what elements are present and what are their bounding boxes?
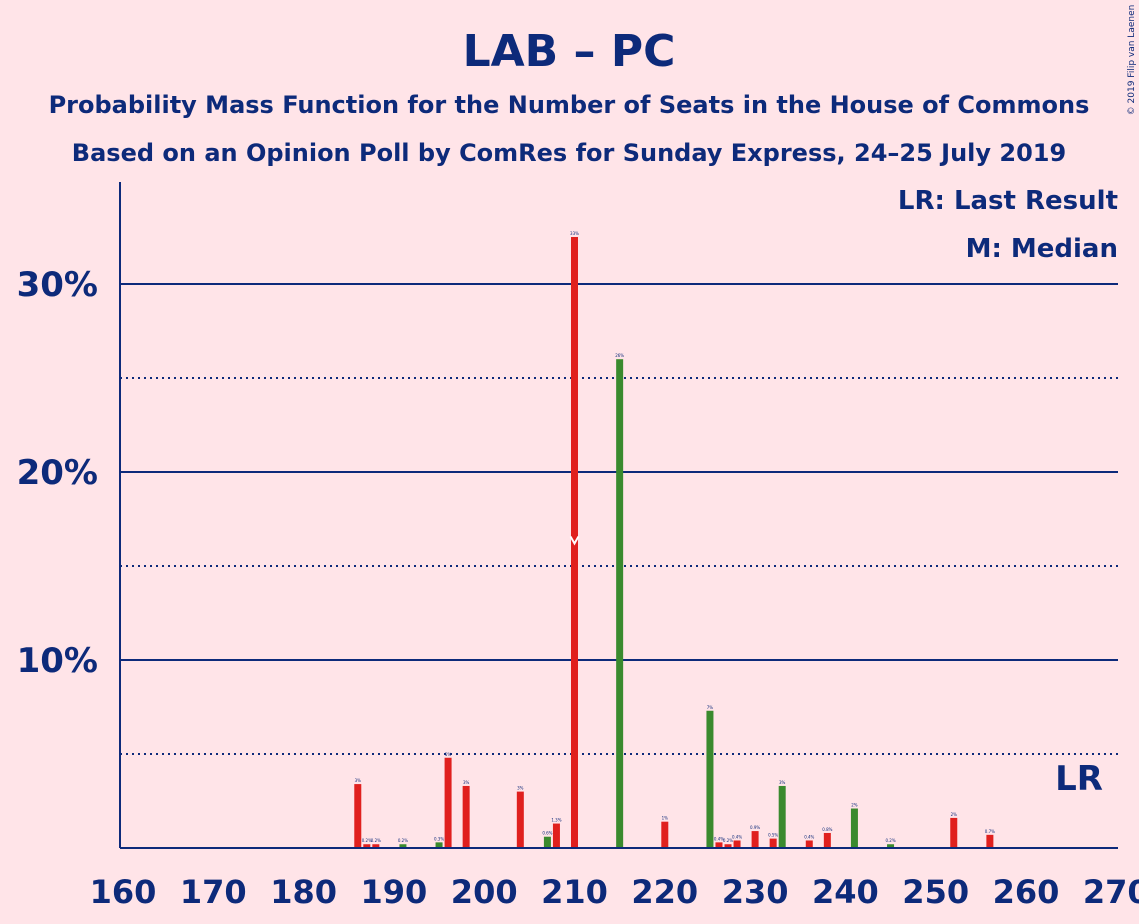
bar-value-label: 3%	[463, 780, 470, 785]
bar-value-label: 3%	[779, 780, 786, 785]
bars-group: 3%0.2%0.2% 0.2% 0.3%5%3%3%0.6%1.3%33%26%1%…	[354, 231, 995, 848]
x-tick-label: 190	[361, 873, 428, 911]
x-tick-label: 170	[180, 873, 247, 911]
bar-value-label: 2%	[851, 803, 858, 808]
bar-value-label: 0.7%	[985, 829, 995, 834]
x-tick-label: 230	[722, 873, 789, 911]
bar-value-label: 0.4%	[732, 834, 742, 839]
bar	[724, 844, 732, 848]
x-tick-label: 260	[993, 873, 1060, 911]
y-tick-label: 20%	[17, 453, 98, 493]
bar-value-label: 0.9%	[750, 825, 760, 830]
bar	[354, 784, 362, 848]
bar-value-label: 0.2%	[885, 838, 895, 843]
bar-value-label: 26%	[615, 353, 624, 358]
x-tick-label: 250	[902, 873, 969, 911]
axes-group: 10% 20% 30% 160 170 180 190 200 210 220 230 240 250 2…	[17, 182, 1139, 911]
copyright-text: © 2019 Filip van Laenen	[1127, 5, 1137, 116]
x-tick-label: 210	[541, 873, 608, 911]
chart-subtitle-1: Probability Mass Function for the Number…	[49, 91, 1090, 119]
bar-value-label: 0.3%	[434, 836, 444, 841]
bar	[462, 785, 470, 848]
bar	[778, 785, 786, 848]
x-tick-label: 200	[451, 873, 518, 911]
bar-value-label: 0.2%	[371, 838, 381, 843]
x-tick-label: 270	[1083, 873, 1139, 911]
bar-value-label: 0.4%	[804, 834, 814, 839]
bar	[516, 791, 524, 848]
bar	[850, 808, 858, 848]
bar	[715, 842, 723, 848]
bar-value-label: 7%	[707, 705, 714, 710]
bar	[733, 840, 741, 848]
bar-value-label: 0.4%	[714, 836, 724, 841]
bar	[823, 832, 831, 848]
chart-subtitle-2: Based on an Opinion Poll by ComRes for S…	[72, 139, 1066, 167]
bar	[616, 359, 624, 848]
bar-value-label: 2%	[951, 812, 958, 817]
bar	[543, 836, 551, 848]
bar	[751, 831, 759, 848]
bar-value-label: 0.8%	[822, 827, 832, 832]
bar	[986, 834, 994, 848]
bar-value-label: 0.2%	[362, 838, 372, 843]
bar-value-label: 3%	[517, 786, 524, 791]
bar	[552, 823, 560, 848]
bar-value-label: 3%	[355, 778, 362, 783]
bar	[399, 844, 407, 848]
bar	[444, 757, 452, 848]
bar-value-label: 1%	[662, 816, 669, 821]
chart-title: LAB – PC	[463, 26, 676, 77]
bar	[706, 710, 714, 848]
bar	[372, 844, 380, 848]
bar-value-label: 33%	[570, 231, 579, 236]
bar-value-label: 0.5%	[768, 833, 778, 838]
bar-value-label: 5%	[445, 752, 452, 757]
x-tick-label: 240	[812, 873, 879, 911]
bar-value-label: 0.2%	[398, 838, 408, 843]
legend-last-result: LR: Last Result	[898, 186, 1118, 216]
bar	[950, 817, 958, 848]
bar	[805, 840, 813, 848]
bar	[887, 844, 895, 848]
bar	[769, 838, 777, 848]
bar	[435, 842, 443, 848]
bar	[661, 821, 669, 848]
x-tick-label: 220	[631, 873, 698, 911]
x-tick-label: 180	[270, 873, 337, 911]
y-tick-label: 10%	[17, 641, 98, 681]
y-tick-label: 30%	[17, 265, 98, 305]
bar-value-label: 0.2%	[723, 838, 733, 843]
bar-value-label: 1.3%	[551, 818, 561, 823]
last-result-marker: LR	[1055, 759, 1103, 799]
legend-median: M: Median	[966, 234, 1118, 264]
bar	[363, 844, 371, 848]
x-tick-label: 160	[90, 873, 157, 911]
median-marker	[569, 535, 580, 546]
bar-value-label: 0.6%	[542, 831, 552, 836]
